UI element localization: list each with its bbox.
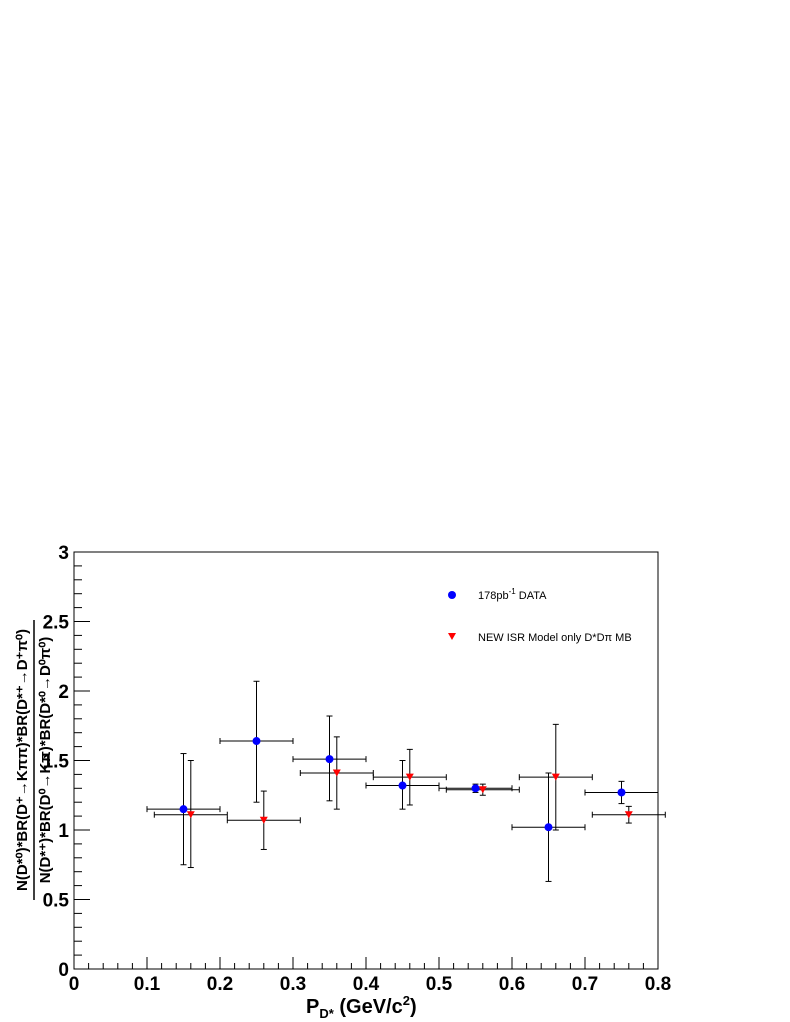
legend-label-mc: NEW ISR Model only D*Dπ MB: [478, 632, 632, 644]
data-point-circle: [325, 755, 334, 764]
data-point-circle: [471, 784, 480, 793]
data-point-circle: [252, 737, 261, 746]
y-tick-label: 1: [58, 821, 69, 842]
legend-marker-data: [448, 591, 456, 599]
data-point-circle: [544, 823, 553, 832]
data-point-circle: [617, 788, 626, 797]
x-axis-title-unit-end: ): [410, 996, 417, 1018]
y-tick-label: 3: [58, 543, 69, 564]
x-axis-title-unit: (GeV/c: [334, 996, 403, 1018]
x-tick-labels: 0 0.1 0.2 0.3 0.4 0.5 0.6 0.7 0.8: [69, 974, 672, 995]
x-tick-label: 0.7: [572, 974, 598, 995]
x-axis-title-main: P: [306, 996, 319, 1018]
y-tick-label: 1.5: [43, 752, 70, 773]
y-tick-label: 2.5: [43, 613, 70, 634]
legend: 178pb-1 DATA NEW ISR Model only D*Dπ MB: [448, 587, 632, 644]
data-point-triangle: [551, 773, 560, 781]
y-tick-label: 0: [58, 960, 69, 981]
data-point-triangle: [186, 811, 195, 819]
data-point-triangle: [259, 816, 268, 824]
data-point-triangle: [405, 773, 414, 781]
x-tick-label: 0.6: [499, 974, 525, 995]
x-axis-title-unit-sup: 2: [403, 993, 410, 1008]
error-bars: [146, 680, 666, 882]
x-tick-label: 0.1: [134, 974, 161, 995]
axis-ticks: [73, 551, 659, 970]
data-point-triangle: [478, 786, 487, 794]
legend-label-data-main: 178pb: [478, 590, 509, 602]
data-point-circle: [179, 805, 188, 814]
x-axis-title: PD* (GeV/c2): [306, 993, 417, 1021]
data-point-triangle: [332, 769, 341, 777]
x-tick-label: 0.2: [207, 974, 233, 995]
y-tick-labels: 0 0.5 1 1.5 2 2.5 3: [43, 543, 70, 981]
y-tick-label: 0.5: [43, 891, 70, 912]
legend-label-data: 178pb-1 DATA: [478, 587, 547, 602]
x-tick-label: 0: [69, 974, 80, 995]
x-tick-label: 0.8: [645, 974, 671, 995]
data-point-triangle: [624, 811, 633, 819]
legend-label-data-post: DATA: [516, 590, 547, 602]
x-axis-title-sub: D*: [319, 1006, 334, 1021]
y-axis-title-numerator: N(D*⁰)*BR(D⁺→Kππ)*BR(D*⁺→D⁺π⁰): [14, 629, 31, 891]
x-tick-label: 0.5: [426, 974, 453, 995]
x-tick-label: 0.4: [353, 974, 380, 995]
data-point-circle: [398, 781, 407, 790]
x-tick-label: 0.3: [280, 974, 306, 995]
y-axis-title-denominator: N(D*⁺)*BR(D⁰→Kπ)*BR(D*⁰→D⁰π⁰): [37, 637, 54, 884]
legend-label-data-sup: -1: [509, 587, 517, 596]
data-markers: [179, 737, 633, 832]
y-tick-label: 2: [58, 682, 69, 703]
y-axis-title: N(D*⁰)*BR(D⁺→Kππ)*BR(D*⁺→D⁺π⁰) N(D*⁺)*BR…: [14, 620, 54, 900]
legend-marker-mc: [448, 633, 456, 640]
